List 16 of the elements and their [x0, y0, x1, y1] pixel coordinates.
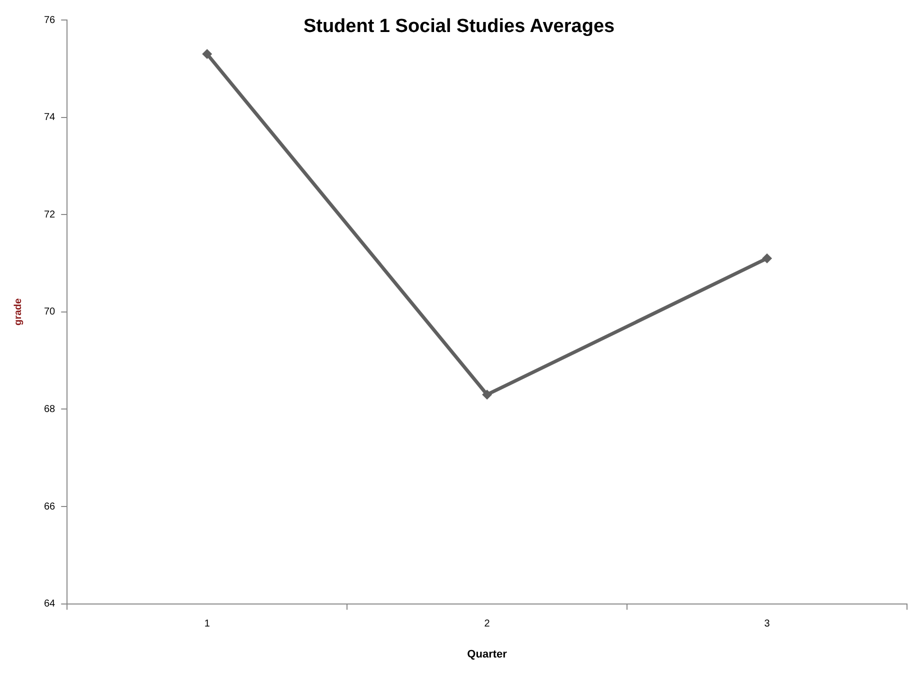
y-tick-label: 64 [44, 598, 56, 610]
y-tick-label: 74 [44, 112, 56, 124]
y-tick-label: 68 [44, 404, 56, 415]
x-tick-label: 2 [484, 618, 490, 630]
chart-title: Student 1 Social Studies Averages [303, 16, 615, 37]
point [482, 390, 492, 400]
y-tick-label: 76 [44, 14, 56, 26]
point [762, 253, 772, 264]
x-axis-title: Quarter [467, 648, 508, 660]
y-tick-label: 70 [44, 306, 56, 318]
y-tick-label: 66 [44, 501, 56, 512]
x-tick-label: 1 [204, 618, 210, 630]
x-tick-label: 3 [764, 618, 770, 630]
point [202, 49, 212, 60]
y-tick-label: 72 [44, 209, 56, 220]
y-axis-title: grade [12, 298, 24, 326]
